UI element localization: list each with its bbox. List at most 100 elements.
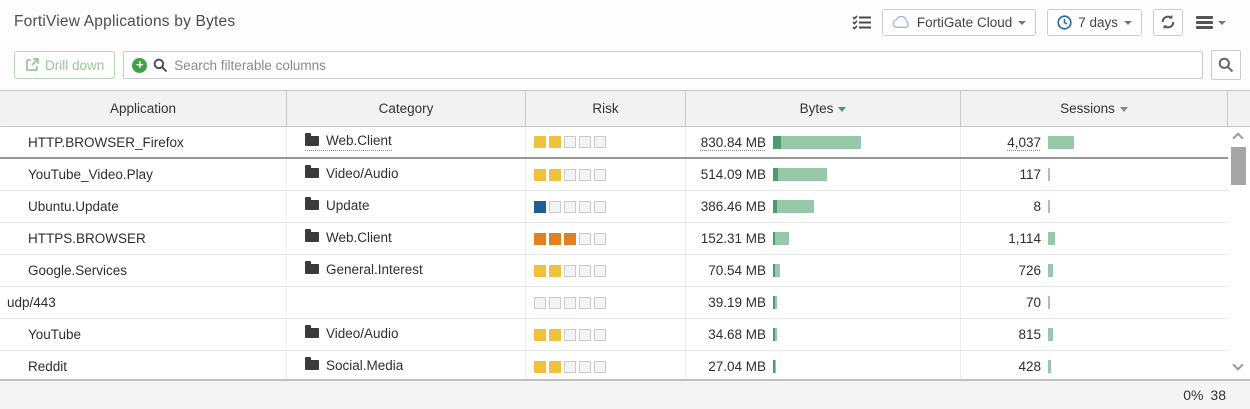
bytes-cell[interactable]: 152.31 MB bbox=[686, 223, 961, 254]
risk-square bbox=[594, 232, 606, 245]
risk-square bbox=[534, 136, 546, 148]
table-row[interactable]: Google.Services General.Interest 70.54 M… bbox=[0, 255, 1228, 287]
column-checklist-icon[interactable] bbox=[852, 14, 871, 31]
bytes-value: 39.19 MB bbox=[708, 295, 766, 310]
category-cell[interactable]: Video/Audio bbox=[287, 159, 526, 190]
drill-down-label: Drill down bbox=[45, 57, 105, 73]
application-cell[interactable]: Google.Services bbox=[0, 255, 287, 286]
bytes-value: 514.09 MB bbox=[700, 167, 766, 182]
device-dropdown[interactable]: FortiGate Cloud bbox=[881, 8, 1037, 36]
bytes-cell[interactable]: 34.68 MB bbox=[686, 319, 961, 350]
search-input[interactable] bbox=[174, 57, 1194, 73]
risk-square bbox=[594, 168, 606, 181]
risk-square bbox=[594, 328, 606, 341]
category-cell[interactable] bbox=[287, 287, 526, 318]
sessions-cell[interactable]: 117 bbox=[961, 159, 1228, 190]
risk-square bbox=[564, 168, 576, 181]
risk-square bbox=[564, 200, 576, 213]
risk-square bbox=[549, 200, 561, 213]
column-header-risk[interactable]: Risk bbox=[526, 91, 686, 126]
scroll-up-icon[interactable] bbox=[1232, 132, 1244, 144]
progress-value: 0% bbox=[1183, 387, 1204, 403]
scrollbar-thumb[interactable] bbox=[1231, 147, 1246, 185]
add-filter-icon[interactable]: + bbox=[132, 57, 148, 73]
sessions-value: 4,037 bbox=[1007, 134, 1041, 150]
risk-square bbox=[594, 200, 606, 213]
cloud-icon bbox=[892, 15, 911, 29]
table-row[interactable]: HTTPS.BROWSER Web.Client 152.31 MB 1,114 bbox=[0, 223, 1228, 255]
application-cell[interactable]: udp/443 bbox=[0, 287, 287, 318]
search-bar[interactable]: + bbox=[123, 51, 1203, 79]
vertical-scrollbar[interactable] bbox=[1228, 128, 1250, 379]
sessions-value: 1,114 bbox=[1008, 231, 1041, 246]
sessions-cell[interactable]: 428 bbox=[961, 351, 1228, 379]
column-header-spacer bbox=[1228, 91, 1250, 126]
category-name: Video/Audio bbox=[326, 325, 399, 341]
application-cell[interactable]: Ubuntu.Update bbox=[0, 191, 287, 222]
table-row[interactable]: YouTube Video/Audio 34.68 MB 815 bbox=[0, 319, 1228, 351]
refresh-button[interactable] bbox=[1153, 8, 1183, 36]
bytes-value: 152.31 MB bbox=[700, 231, 766, 246]
application-cell[interactable]: YouTube bbox=[0, 319, 287, 350]
table-row[interactable]: Reddit Social.Media 27.04 MB 428 bbox=[0, 351, 1228, 379]
application-name: Google.Services bbox=[28, 263, 128, 278]
table-row[interactable]: udp/443 39.19 MB 70 bbox=[0, 287, 1228, 319]
category-cell[interactable]: Social.Media bbox=[287, 351, 526, 379]
risk-square bbox=[579, 296, 591, 309]
column-header-bytes[interactable]: Bytes bbox=[686, 91, 961, 126]
bytes-cell[interactable]: 386.46 MB bbox=[686, 191, 961, 222]
sessions-cell[interactable]: 8 bbox=[961, 191, 1228, 222]
bytes-value: 830.84 MB bbox=[700, 134, 766, 150]
risk-square bbox=[594, 264, 606, 277]
application-cell[interactable]: Reddit bbox=[0, 351, 287, 379]
column-header-application[interactable]: Application bbox=[0, 91, 287, 126]
sessions-cell[interactable]: 815 bbox=[961, 319, 1228, 350]
sort-desc-icon bbox=[1119, 107, 1128, 112]
bytes-cell[interactable]: 514.09 MB bbox=[686, 159, 961, 190]
sessions-cell[interactable]: 4,037 bbox=[961, 127, 1228, 157]
sessions-cell[interactable]: 70 bbox=[961, 287, 1228, 318]
column-header-category[interactable]: Category bbox=[287, 91, 526, 126]
folder-icon bbox=[305, 357, 319, 370]
table-row[interactable]: YouTube_Video.Play Video/Audio 514.09 MB… bbox=[0, 159, 1228, 191]
sessions-cell[interactable]: 726 bbox=[961, 255, 1228, 286]
bytes-bar bbox=[773, 264, 780, 277]
sessions-bar bbox=[1048, 360, 1051, 373]
category-cell[interactable]: General.Interest bbox=[287, 255, 526, 286]
category-cell[interactable]: Web.Client bbox=[287, 223, 526, 254]
application-cell[interactable]: HTTPS.BROWSER bbox=[0, 223, 287, 254]
bytes-cell[interactable]: 39.19 MB bbox=[686, 287, 961, 318]
category-name: Web.Client bbox=[326, 229, 392, 245]
risk-square bbox=[564, 232, 576, 245]
category-cell[interactable]: Video/Audio bbox=[287, 319, 526, 350]
bytes-cell[interactable]: 27.04 MB bbox=[686, 351, 961, 379]
bytes-cell[interactable]: 70.54 MB bbox=[686, 255, 961, 286]
scroll-down-icon[interactable] bbox=[1232, 359, 1244, 371]
column-header-sessions[interactable]: Sessions bbox=[961, 91, 1228, 126]
table-row[interactable]: HTTP.BROWSER_Firefox Web.Client 830.84 M… bbox=[0, 127, 1228, 159]
sessions-bar bbox=[1048, 232, 1055, 245]
search-button[interactable] bbox=[1211, 50, 1241, 80]
bytes-value: 34.68 MB bbox=[708, 327, 766, 342]
application-cell[interactable]: HTTP.BROWSER_Firefox bbox=[0, 127, 287, 157]
application-cell[interactable]: YouTube_Video.Play bbox=[0, 159, 287, 190]
refresh-icon bbox=[1160, 14, 1176, 30]
category-cell[interactable]: Web.Client bbox=[287, 127, 526, 157]
category-name: Social.Media bbox=[326, 357, 404, 373]
page-title: FortiView Applications by Bytes bbox=[14, 13, 236, 30]
top-bar-controls: FortiGate Cloud 7 days bbox=[852, 8, 1228, 36]
table-row[interactable]: Ubuntu.Update Update 386.46 MB 8 bbox=[0, 191, 1228, 223]
bytes-cell[interactable]: 830.84 MB bbox=[686, 127, 961, 157]
risk-cell bbox=[526, 223, 686, 254]
menu-button[interactable] bbox=[1194, 15, 1228, 27]
table-body: HTTP.BROWSER_Firefox Web.Client 830.84 M… bbox=[0, 127, 1228, 379]
sessions-value: 726 bbox=[1018, 263, 1041, 278]
sessions-cell[interactable]: 1,114 bbox=[961, 223, 1228, 254]
time-range-dropdown[interactable]: 7 days bbox=[1047, 8, 1142, 36]
drill-down-button[interactable]: Drill down bbox=[14, 51, 116, 79]
application-name: udp/443 bbox=[7, 295, 56, 310]
risk-square bbox=[549, 136, 561, 148]
category-cell[interactable]: Update bbox=[287, 191, 526, 222]
risk-cell bbox=[526, 159, 686, 190]
